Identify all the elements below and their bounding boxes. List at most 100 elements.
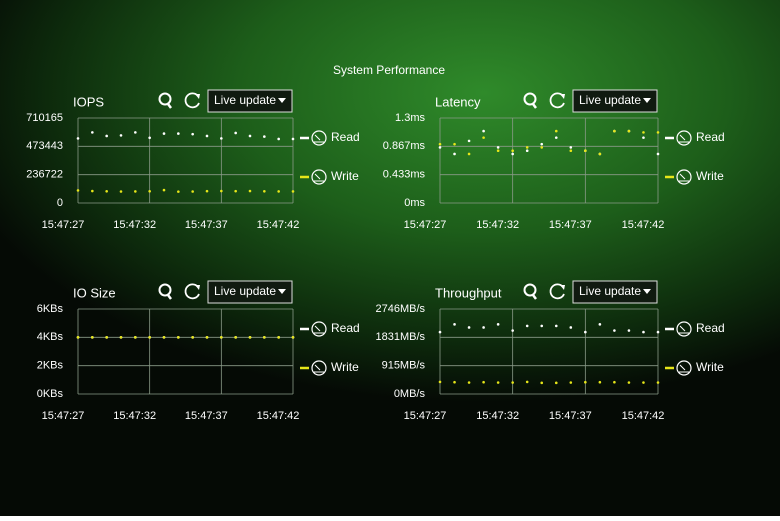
refresh-icon[interactable] bbox=[184, 283, 200, 300]
data-point bbox=[105, 134, 108, 138]
live-update-label[interactable]: Live update bbox=[214, 284, 276, 298]
data-point bbox=[105, 336, 108, 339]
data-point bbox=[656, 330, 660, 334]
data-point bbox=[540, 142, 544, 146]
data-point bbox=[496, 381, 500, 384]
legend-label: Read bbox=[696, 130, 725, 144]
data-point bbox=[467, 152, 471, 156]
zoom-icon[interactable] bbox=[158, 92, 172, 106]
legend-icon[interactable] bbox=[676, 169, 692, 185]
data-point bbox=[584, 330, 587, 334]
data-point bbox=[248, 189, 252, 193]
data-point bbox=[76, 336, 80, 339]
data-point bbox=[540, 381, 544, 385]
live-update-button[interactable] bbox=[207, 89, 293, 113]
x-tick-label: 15:47:42 bbox=[622, 410, 665, 422]
data-point bbox=[134, 131, 137, 134]
data-point bbox=[277, 190, 280, 193]
legend-icon-needle bbox=[679, 134, 689, 143]
live-update-button[interactable] bbox=[572, 89, 658, 113]
live-update-label[interactable]: Live update bbox=[214, 93, 276, 107]
x-tick-label: 15:47:32 bbox=[476, 410, 519, 422]
legend-label: Read bbox=[331, 130, 360, 144]
data-point bbox=[525, 146, 529, 149]
data-point bbox=[496, 146, 500, 149]
data-point bbox=[598, 152, 602, 156]
legend-icon[interactable] bbox=[311, 130, 327, 146]
data-point bbox=[277, 336, 280, 339]
data-point bbox=[569, 149, 573, 152]
data-point bbox=[148, 336, 151, 339]
data-point bbox=[177, 190, 180, 193]
data-point bbox=[248, 336, 252, 339]
data-point bbox=[177, 336, 180, 339]
live-update-label[interactable]: Live update bbox=[579, 284, 641, 298]
live-update-label[interactable]: Live update bbox=[579, 93, 641, 107]
data-point bbox=[76, 189, 80, 192]
refresh-icon[interactable] bbox=[184, 92, 200, 109]
legend-icon-needle bbox=[314, 173, 324, 182]
dropdown-arrow bbox=[643, 98, 651, 103]
y-tick-label: 0KBs bbox=[37, 388, 64, 400]
data-point bbox=[91, 189, 94, 193]
zoom-icon[interactable] bbox=[523, 92, 537, 106]
data-point bbox=[263, 336, 266, 339]
zoom-handle bbox=[167, 294, 172, 300]
y-tick-label: 2746MB/s bbox=[375, 303, 425, 315]
y-tick-label: 0 bbox=[57, 197, 63, 209]
live-update-button[interactable] bbox=[207, 280, 293, 304]
legend-icon-needle bbox=[314, 364, 324, 373]
data-point bbox=[105, 189, 108, 193]
data-point bbox=[177, 132, 180, 135]
x-tick-label: 15:47:32 bbox=[476, 219, 519, 231]
x-tick-label: 15:47:27 bbox=[404, 219, 447, 231]
y-tick-label: 915MB/s bbox=[382, 360, 426, 372]
live-update-button[interactable] bbox=[572, 280, 658, 304]
data-point bbox=[584, 149, 587, 152]
data-point bbox=[191, 336, 194, 339]
data-point bbox=[467, 326, 471, 329]
legend-icon[interactable] bbox=[311, 321, 327, 337]
data-point bbox=[554, 381, 558, 385]
refresh-icon[interactable] bbox=[549, 283, 565, 300]
data-point bbox=[656, 152, 660, 156]
data-point bbox=[191, 132, 194, 136]
data-point bbox=[613, 329, 616, 332]
data-point bbox=[91, 336, 94, 339]
legend-icon-needle bbox=[679, 173, 689, 182]
legend-icon[interactable] bbox=[676, 130, 692, 146]
legend-icon-needle bbox=[314, 134, 324, 143]
y-tick-label: 1.3ms bbox=[395, 112, 425, 124]
legend-icon[interactable] bbox=[676, 360, 692, 376]
data-point bbox=[162, 188, 166, 192]
chart-title: IO Size bbox=[73, 285, 116, 300]
legend-label: Write bbox=[331, 360, 359, 374]
data-point bbox=[438, 142, 442, 146]
y-tick-label: 0MB/s bbox=[394, 388, 426, 400]
legend-icon[interactable] bbox=[676, 321, 692, 337]
data-point bbox=[613, 380, 616, 384]
y-tick-label: 0.867ms bbox=[383, 140, 426, 152]
refresh-icon[interactable] bbox=[549, 92, 565, 109]
data-point bbox=[291, 137, 295, 141]
refresh-arrow bbox=[560, 94, 565, 99]
data-point bbox=[496, 323, 500, 326]
data-point bbox=[569, 146, 573, 149]
data-point bbox=[627, 129, 631, 133]
zoom-icon[interactable] bbox=[523, 283, 537, 297]
data-point bbox=[642, 330, 645, 334]
legend-icon[interactable] bbox=[311, 169, 327, 185]
legend-label: Write bbox=[331, 169, 359, 183]
data-point bbox=[627, 381, 631, 384]
data-point bbox=[220, 137, 223, 140]
data-point bbox=[496, 149, 500, 152]
data-point bbox=[119, 134, 123, 137]
data-point bbox=[511, 149, 514, 152]
data-point bbox=[482, 129, 485, 133]
legend-icon[interactable] bbox=[311, 360, 327, 376]
data-point bbox=[191, 190, 194, 193]
zoom-icon[interactable] bbox=[158, 283, 172, 297]
y-tick-label: 6KBs bbox=[37, 303, 64, 315]
data-point bbox=[234, 336, 237, 339]
